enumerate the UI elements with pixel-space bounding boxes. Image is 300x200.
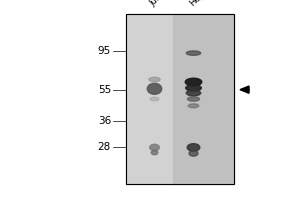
Text: 28: 28 xyxy=(98,142,111,152)
Text: 36: 36 xyxy=(98,116,111,126)
Bar xyxy=(126,14,172,184)
Ellipse shape xyxy=(150,144,159,151)
Ellipse shape xyxy=(185,78,202,86)
Ellipse shape xyxy=(147,83,162,94)
Text: 55: 55 xyxy=(98,85,111,95)
Text: Jurkat: Jurkat xyxy=(148,0,172,8)
Ellipse shape xyxy=(149,77,160,82)
Text: 95: 95 xyxy=(98,46,111,56)
Ellipse shape xyxy=(186,51,201,55)
Ellipse shape xyxy=(187,144,200,151)
Bar xyxy=(126,14,234,184)
Bar xyxy=(172,14,234,184)
Ellipse shape xyxy=(188,104,199,108)
Ellipse shape xyxy=(151,150,158,155)
Ellipse shape xyxy=(186,85,201,91)
Text: HepG2: HepG2 xyxy=(188,0,214,8)
Ellipse shape xyxy=(186,90,201,96)
Polygon shape xyxy=(240,86,249,93)
Ellipse shape xyxy=(188,97,200,101)
Ellipse shape xyxy=(189,151,198,156)
Ellipse shape xyxy=(150,97,159,101)
